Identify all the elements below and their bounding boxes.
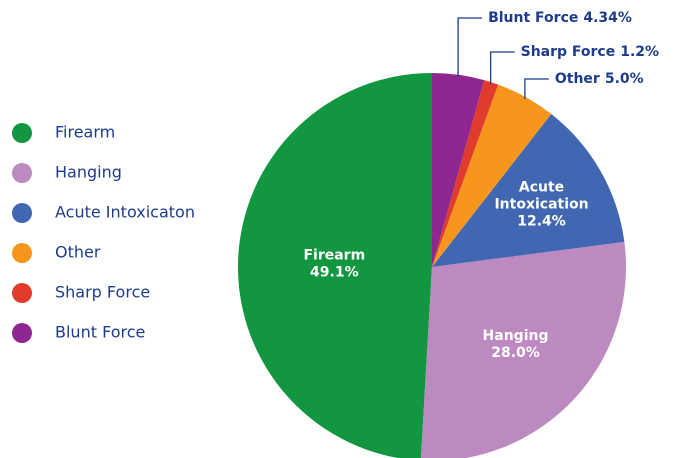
slice-value-label: 12.4% bbox=[517, 213, 566, 229]
legend-swatch bbox=[12, 283, 32, 303]
slice-label: Other 5.0% bbox=[555, 71, 644, 87]
slice-value-label: 28.0% bbox=[491, 345, 540, 361]
legend-swatch bbox=[12, 123, 32, 143]
slice-label-name: Other bbox=[555, 71, 600, 87]
pie-slice bbox=[432, 113, 625, 268]
legend-swatch bbox=[12, 323, 32, 343]
slice-value-label: 4.34% bbox=[583, 10, 632, 26]
leader-line bbox=[457, 17, 483, 77]
legend-label: Acute Intoxicaton bbox=[55, 203, 195, 222]
pie-slice bbox=[432, 84, 552, 267]
slice-label-line: Acute bbox=[519, 179, 564, 195]
slice-value-label: 5.0% bbox=[605, 71, 644, 87]
slice-label: Hanging 28.0% bbox=[483, 328, 549, 361]
pie-slice bbox=[420, 241, 626, 458]
legend-swatch bbox=[12, 243, 32, 263]
slice-label: Blunt Force 4.34% bbox=[488, 10, 632, 26]
legend-label: Hanging bbox=[55, 163, 122, 182]
slice-label-name: Blunt Force bbox=[488, 10, 578, 26]
legend-label: Sharp Force bbox=[55, 283, 150, 302]
slice-label-line: Hanging bbox=[483, 328, 549, 344]
slice-label-line: Firearm bbox=[303, 248, 365, 264]
pie-slice bbox=[432, 80, 499, 268]
slice-label: Acute Intoxication 12.4% bbox=[494, 179, 588, 229]
pie-slice bbox=[432, 73, 485, 267]
pie-slice bbox=[238, 73, 432, 458]
legend-label: Blunt Force bbox=[55, 323, 145, 342]
leader-line bbox=[524, 78, 549, 99]
slice-label: Sharp Force 1.2% bbox=[521, 44, 659, 60]
slice-label-name: Sharp Force bbox=[521, 44, 616, 60]
slice-value-label: 49.1% bbox=[310, 265, 359, 281]
legend-swatch bbox=[12, 203, 32, 223]
slice-label: Firearm 49.1% bbox=[303, 248, 365, 281]
slice-label-line: Intoxication bbox=[494, 196, 588, 212]
slice-value-label: 1.2% bbox=[620, 44, 659, 60]
legend-label: Firearm bbox=[55, 123, 115, 142]
legend-label: Other bbox=[55, 243, 101, 262]
leader-line bbox=[489, 51, 515, 85]
legend-swatch bbox=[12, 163, 32, 183]
